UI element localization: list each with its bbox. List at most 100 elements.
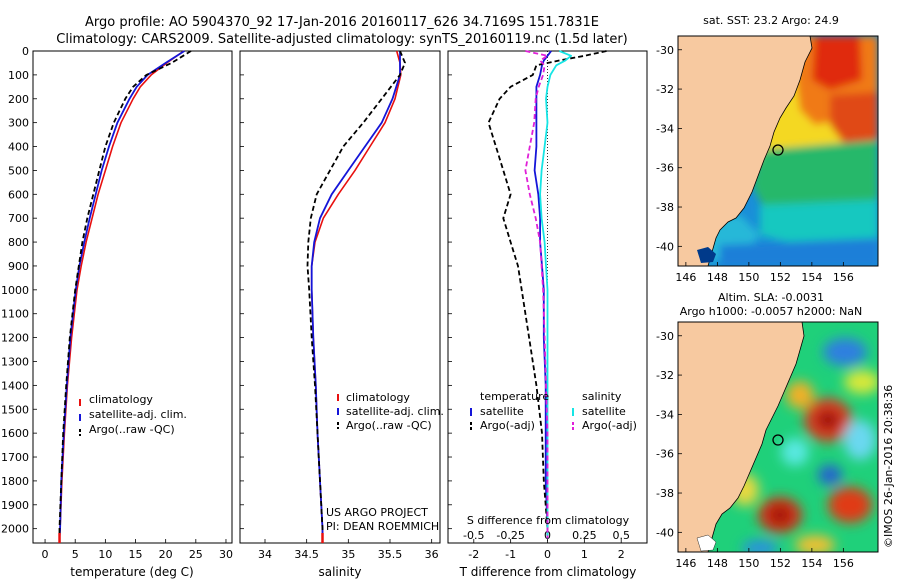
- x-tick-label: 35: [341, 548, 355, 561]
- lat-tick-label: -38: [656, 201, 674, 214]
- sla-float-marker: [772, 434, 784, 446]
- top-s-tick-label: -0.5: [463, 529, 484, 542]
- x-tick-label: 15: [129, 548, 143, 561]
- depth-tick-label: 900: [8, 260, 29, 273]
- legend-label-temp-argo: Argo(-adj): [480, 419, 535, 432]
- x-tick-label: 20: [159, 548, 173, 561]
- depth-tick-label: 1200: [1, 332, 29, 345]
- x-tick-label: 10: [98, 548, 112, 561]
- lon-tick-label: 156: [833, 557, 854, 570]
- title-line-2: Climatology: CARS2009. Satellite-adjuste…: [56, 32, 628, 47]
- depth-tick-label: 200: [8, 93, 29, 106]
- depth-tick-label: 1800: [1, 475, 29, 488]
- depth-tick-label: 0: [22, 45, 29, 58]
- difference-xlabel: T difference from climatology: [459, 565, 637, 579]
- salinity-panel: 34 34.5 35 35.5 36 salinity climatology sate…: [239, 50, 444, 579]
- x-tick-label: 0: [544, 548, 551, 561]
- x-tick-label: 34.5: [294, 548, 319, 561]
- depth-tick-label: 1600: [1, 427, 29, 440]
- credit-project: US ARGO PROJECT: [326, 506, 428, 519]
- depth-tick-label: 800: [8, 236, 29, 249]
- legend-label-satellite: satellite-adj. clim.: [346, 405, 444, 418]
- top-s-tick-label: 0.25: [572, 529, 597, 542]
- sst-map-title: sat. SST: 23.2 Argo: 24.9: [703, 14, 839, 27]
- series-line-temperature-satellite: [533, 50, 552, 539]
- sla-field: [731, 338, 878, 552]
- sla-map-frame: [677, 321, 879, 553]
- lon-tick-label: 148: [707, 557, 728, 570]
- x-tick-label: 30: [219, 548, 233, 561]
- depth-tick-label: 300: [8, 117, 29, 130]
- depth-tick-label: 1900: [1, 499, 29, 512]
- legend-label-satellite: satellite-adj. clim.: [89, 408, 187, 421]
- depth-tick-label: 1000: [1, 284, 29, 297]
- lon-tick-label: 152: [770, 557, 791, 570]
- depth-tick-label: 2000: [1, 523, 29, 536]
- sst-map: sat. SST: 23.2 Argo: 24.9 146 148 150 152 15…: [656, 14, 879, 284]
- lon-tick-label: 154: [801, 271, 822, 284]
- sla-title-line-2: Argo h1000: -0.0057 h2000: NaN: [680, 305, 863, 318]
- legend-group-salinity: salinity: [582, 390, 622, 403]
- lat-tick-label: -40: [656, 526, 674, 539]
- lat-tick-label: -36: [656, 162, 674, 175]
- x-tick-label: 0: [42, 548, 49, 561]
- lon-tick-label: 154: [801, 557, 822, 570]
- depth-tick-label: 1700: [1, 451, 29, 464]
- depth-tick-label: 1100: [1, 308, 29, 321]
- lat-tick-label: -40: [656, 240, 674, 253]
- legend-group-temperature: temperature: [480, 390, 549, 403]
- lon-tick-label: 148: [707, 271, 728, 284]
- sst-float-marker: [772, 144, 784, 156]
- lat-tick-label: -36: [656, 448, 674, 461]
- lon-tick-label: 150: [738, 271, 759, 284]
- lon-tick-label: 152: [770, 271, 791, 284]
- depth-tick-label: 1500: [1, 403, 29, 416]
- legend-label-argo: Argo(..raw -QC): [346, 419, 432, 432]
- lat-tick-label: -34: [656, 408, 674, 421]
- sst-map-frame: [677, 35, 879, 267]
- lon-tick-label: 146: [675, 271, 696, 284]
- lat-tick-label: -30: [656, 330, 674, 343]
- x-tick-label: 2: [618, 548, 625, 561]
- lat-tick-label: -38: [656, 487, 674, 500]
- depth-tick-label: 700: [8, 212, 29, 225]
- legend-label-climatology: climatology: [89, 393, 153, 406]
- x-tick-label: -2: [468, 548, 479, 561]
- legend-label-sal-argo: Argo(-adj): [582, 419, 637, 432]
- temperature-panel: 0100200300400500600700800900100011001200…: [1, 45, 233, 579]
- x-tick-label: 35.5: [378, 548, 403, 561]
- x-tick-label: 25: [189, 548, 203, 561]
- temperature-axes: [32, 50, 233, 544]
- lat-tick-label: -32: [656, 83, 674, 96]
- legend-label-argo: Argo(..raw -QC): [89, 423, 175, 436]
- temperature-xlabel: temperature (deg C): [70, 565, 193, 579]
- side-stamp: ©IMOS 26-Jan-2016 20:38:36: [882, 385, 895, 548]
- salinity-axes: [239, 50, 441, 544]
- legend-label-temp-satellite: satellite: [480, 405, 524, 418]
- lon-tick-label: 146: [675, 557, 696, 570]
- lat-tick-label: -34: [656, 122, 674, 135]
- credit-pi: PI: DEAN ROEMMICH: [326, 520, 439, 533]
- series-line-argo-raw-qc-: [306, 50, 406, 539]
- x-tick-label: -1: [505, 548, 516, 561]
- sla-map: Altim. SLA: -0.0031 Argo h1000: -0.0057 …: [656, 291, 879, 570]
- depth-tick-label: 1300: [1, 355, 29, 368]
- difference-panel: -2 -1 0 1 2-0.5 -0.25 0 0.25 0.5 T difference fr…: [447, 50, 648, 579]
- sla-title-line-1: Altim. SLA: -0.0031: [718, 291, 824, 304]
- x-tick-label: 36: [425, 548, 439, 561]
- legend-label-sal-satellite: satellite: [582, 405, 626, 418]
- sst-land: [678, 36, 813, 266]
- lon-tick-label: 150: [738, 557, 759, 570]
- difference-legend: temperature salinity satellite Argo(-adj…: [470, 390, 637, 432]
- x-tick-label: 5: [72, 548, 79, 561]
- sla-bay: [696, 534, 717, 552]
- depth-tick-label: 1400: [1, 379, 29, 392]
- x-tick-label: 34: [258, 548, 272, 561]
- top-s-tick-label: 0.5: [612, 529, 630, 542]
- depth-tick-label: 500: [8, 164, 29, 177]
- series-line-temperature-argo-adj-: [487, 50, 607, 539]
- depth-tick-label: 400: [8, 141, 29, 154]
- depth-tick-label: 100: [8, 69, 29, 82]
- difference-top-label: S difference from climatology: [467, 514, 630, 527]
- series-line-salinity-argo-adj-: [524, 50, 549, 539]
